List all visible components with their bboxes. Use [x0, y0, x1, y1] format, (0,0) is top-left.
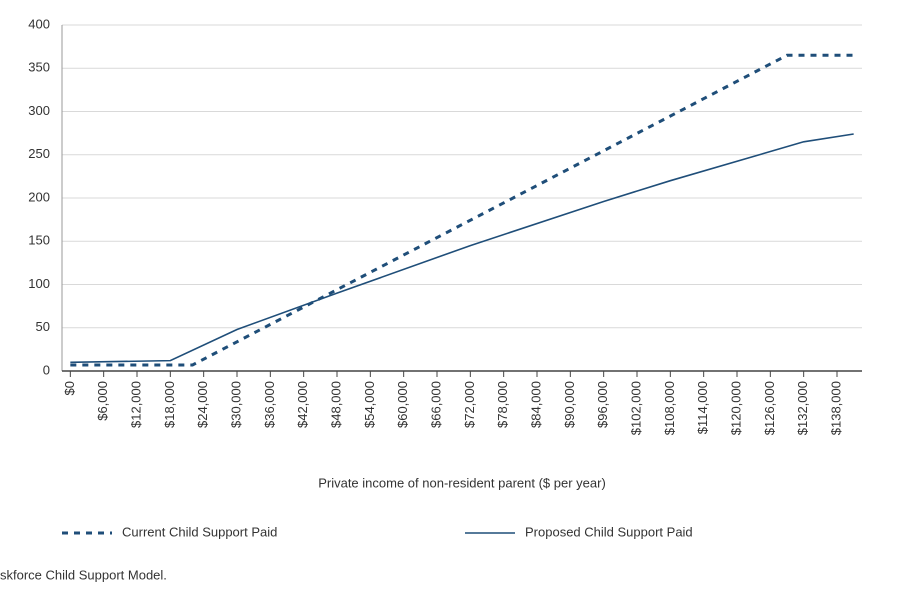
x-axis-label: Private income of non-resident parent ($…: [318, 475, 606, 490]
y-tick-label: 100: [28, 276, 50, 291]
y-tick-label: 0: [43, 362, 50, 377]
y-tick-label: 400: [28, 16, 50, 31]
x-tick-label: $120,000: [728, 381, 743, 435]
y-tick-label: 250: [28, 146, 50, 161]
x-tick-label: $84,000: [528, 381, 543, 428]
legend-label: Proposed Child Support Paid: [525, 524, 693, 539]
y-tick-label: 150: [28, 233, 50, 248]
y-tick-label: 50: [36, 319, 50, 334]
x-tick-label: $66,000: [428, 381, 443, 428]
x-tick-label: $0: [62, 381, 77, 395]
x-tick-label: $60,000: [395, 381, 410, 428]
legend-label: Current Child Support Paid: [122, 524, 277, 539]
x-tick-label: $12,000: [128, 381, 143, 428]
y-tick-label: 200: [28, 189, 50, 204]
y-tick-label: 350: [28, 60, 50, 75]
y-tick-label: 300: [28, 103, 50, 118]
x-tick-label: $42,000: [295, 381, 310, 428]
x-tick-label: $24,000: [195, 381, 210, 428]
x-tick-label: $132,000: [795, 381, 810, 435]
x-tick-label: $18,000: [162, 381, 177, 428]
x-tick-label: $108,000: [662, 381, 677, 435]
x-tick-label: $102,000: [628, 381, 643, 435]
x-tick-label: $48,000: [328, 381, 343, 428]
x-tick-label: $54,000: [362, 381, 377, 428]
x-tick-label: $90,000: [562, 381, 577, 428]
x-tick-label: $96,000: [595, 381, 610, 428]
series-line: [70, 53, 854, 367]
x-tick-label: $72,000: [462, 381, 477, 428]
x-tick-label: $114,000: [695, 381, 710, 434]
x-tick-label: $6,000: [95, 381, 110, 421]
x-tick-label: $30,000: [228, 381, 243, 428]
x-tick-label: $78,000: [495, 381, 510, 428]
x-tick-label: $138,000: [828, 381, 843, 435]
series-line: [70, 133, 854, 364]
x-tick-label: $36,000: [262, 381, 277, 428]
source-note: skforce Child Support Model.: [0, 567, 167, 582]
x-tick-label: $126,000: [762, 381, 777, 435]
